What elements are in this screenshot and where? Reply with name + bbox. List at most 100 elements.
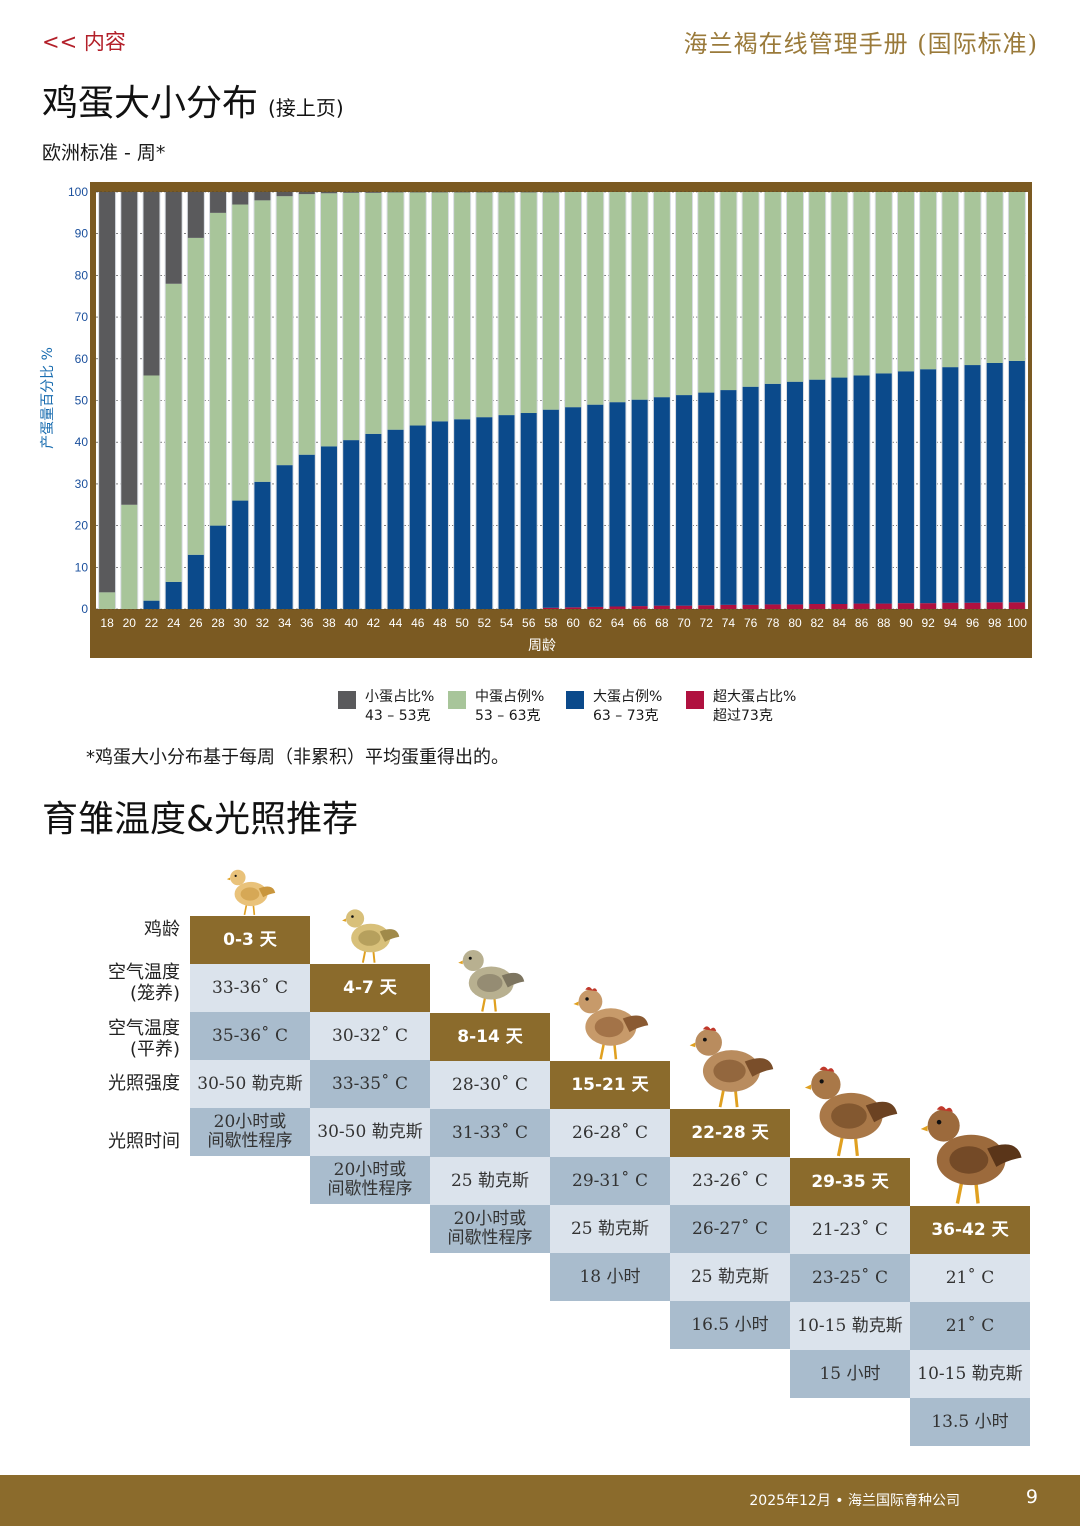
bar-segment xyxy=(210,212,227,526)
bar-segment xyxy=(321,192,337,194)
row-label: 光照强度 xyxy=(40,1073,180,1094)
bar-segment xyxy=(276,465,293,609)
bar-segment xyxy=(187,554,204,609)
cell-text-line: 31-33˚ C xyxy=(452,1122,528,1143)
x-tick-label: 88 xyxy=(877,616,891,630)
bar-segment xyxy=(409,192,426,426)
cell-text-line: 15 小时 xyxy=(819,1363,881,1384)
bar-segment xyxy=(520,413,537,609)
y-tick-label: 60 xyxy=(75,352,89,366)
age-header: 4-7 天 xyxy=(310,964,430,1012)
bar-segment xyxy=(942,602,959,609)
bar-segment xyxy=(676,395,693,606)
bar-segment xyxy=(986,362,1003,603)
cell-text-line: 16.5 小时 xyxy=(691,1314,769,1335)
bar-segment xyxy=(653,397,670,606)
floor-temp-cell: 29-31˚ C xyxy=(550,1157,670,1205)
row-label-line: 空气温度 xyxy=(108,1018,180,1039)
cell-text-line: 20小时或 xyxy=(213,1112,287,1132)
bar-segment xyxy=(609,606,626,609)
light-hours-cell: 16.5 小时 xyxy=(670,1301,790,1349)
bar-segment xyxy=(387,192,404,430)
floor-temp-cell: 21˚ C xyxy=(910,1302,1030,1350)
cell-text: 20小时或 间歇性程序 xyxy=(208,1113,293,1151)
x-tick-label: 92 xyxy=(921,616,935,630)
cell-text: 21˚ C xyxy=(946,1316,995,1336)
x-tick-label: 78 xyxy=(766,616,780,630)
cell-text-line: 26-28˚ C xyxy=(572,1122,648,1143)
x-tick-label: 20 xyxy=(123,616,137,630)
cell-text-line: 25 勒克斯 xyxy=(450,1170,530,1191)
bar-segment xyxy=(165,283,182,582)
x-tick-label: 18 xyxy=(100,616,114,630)
back-to-contents-link[interactable]: << 内容 xyxy=(42,30,126,54)
bar-segment xyxy=(210,192,227,213)
bar-segment xyxy=(365,433,382,609)
bar-segment xyxy=(498,192,515,416)
cell-text: 25 勒克斯 xyxy=(571,1219,649,1239)
cell-text-line: 21˚ C xyxy=(945,1267,995,1288)
cell-text: 20小时或 间歇性程序 xyxy=(328,1161,413,1199)
age-header: 8-14 天 xyxy=(430,1013,550,1061)
x-tick-label: 46 xyxy=(411,616,425,630)
x-tick-label: 36 xyxy=(300,616,314,630)
bar-segment xyxy=(254,481,271,609)
bar-segment xyxy=(698,392,715,606)
cell-text-line: 26-27˚ C xyxy=(692,1218,768,1239)
bar-segment xyxy=(254,192,271,201)
x-tick-label: 44 xyxy=(389,616,403,630)
cell-text-line: 29-35 天 xyxy=(811,1171,889,1192)
cell-text: 10-15 勒克斯 xyxy=(917,1364,1022,1384)
bar-segment xyxy=(1008,360,1025,603)
bar-segment xyxy=(631,192,648,400)
bar-segment xyxy=(298,192,315,195)
bar-segment xyxy=(964,602,981,609)
bar-segment xyxy=(875,192,892,374)
bar-segment xyxy=(99,592,116,609)
bar-segment xyxy=(254,200,271,482)
bar-segment xyxy=(365,192,382,193)
legend-swatch xyxy=(686,691,704,709)
cage-temp-cell: 28-30˚ C xyxy=(430,1061,550,1109)
cell-text-line: 25 勒克斯 xyxy=(690,1266,770,1287)
light-hours-cell: 13.5 小时 xyxy=(910,1398,1030,1446)
cell-text: 33-36˚ C xyxy=(212,978,288,998)
x-tick-label: 24 xyxy=(167,616,181,630)
x-tick-label: 30 xyxy=(234,616,248,630)
legend-label: 中蛋占例% xyxy=(475,689,545,705)
chick-illustration-icon xyxy=(342,909,400,963)
cell-text: 16.5 小时 xyxy=(691,1314,769,1335)
cell-text: 18 小时 xyxy=(579,1267,640,1287)
x-tick-label: 56 xyxy=(522,616,536,630)
bar-segment xyxy=(343,192,360,193)
chart-legend: 小蛋占比% 43 – 53克 中蛋占例% 53 – 63克 大蛋占例% 63 – 73克 超… xyxy=(338,688,838,732)
bar-segment xyxy=(964,192,981,366)
bar-segment xyxy=(565,407,582,608)
cell-text-line: 30-50 勒克斯 xyxy=(197,1073,303,1094)
x-tick-label: 62 xyxy=(589,616,603,630)
bar-segment xyxy=(454,192,471,420)
cell-text-line: 35-36˚ C xyxy=(212,1025,288,1046)
cage-temp-cell: 26-28˚ C xyxy=(550,1109,670,1157)
cell-text-line: 29-31˚ C xyxy=(572,1170,648,1191)
row-label-line: 光照强度 xyxy=(108,1073,180,1094)
x-tick-label: 66 xyxy=(633,616,647,630)
legend-swatch xyxy=(338,691,356,709)
cell-text: 25 勒克斯 xyxy=(450,1170,530,1191)
light-intensity-cell: 10-15 勒克斯 xyxy=(790,1302,910,1350)
bar-segment xyxy=(720,604,737,609)
cell-text: 13.5 小时 xyxy=(931,1412,1008,1432)
y-tick-label: 0 xyxy=(81,602,88,616)
cell-text: 0-3 天 xyxy=(223,930,277,950)
bar-segment xyxy=(764,383,781,605)
bar-segment xyxy=(875,603,892,609)
cell-text: 15-21 天 xyxy=(571,1075,648,1095)
x-tick-label: 38 xyxy=(322,616,336,630)
floor-temp-cell: 23-25˚ C xyxy=(790,1254,910,1302)
cell-text-line: 20小时或 xyxy=(333,1160,407,1180)
bar-segment xyxy=(454,419,471,609)
y-tick-label: 80 xyxy=(75,268,89,282)
bar-segment xyxy=(343,440,360,609)
cage-temp-cell: 30-32˚ C xyxy=(310,1012,430,1060)
cell-text: 8-14 天 xyxy=(457,1027,522,1047)
